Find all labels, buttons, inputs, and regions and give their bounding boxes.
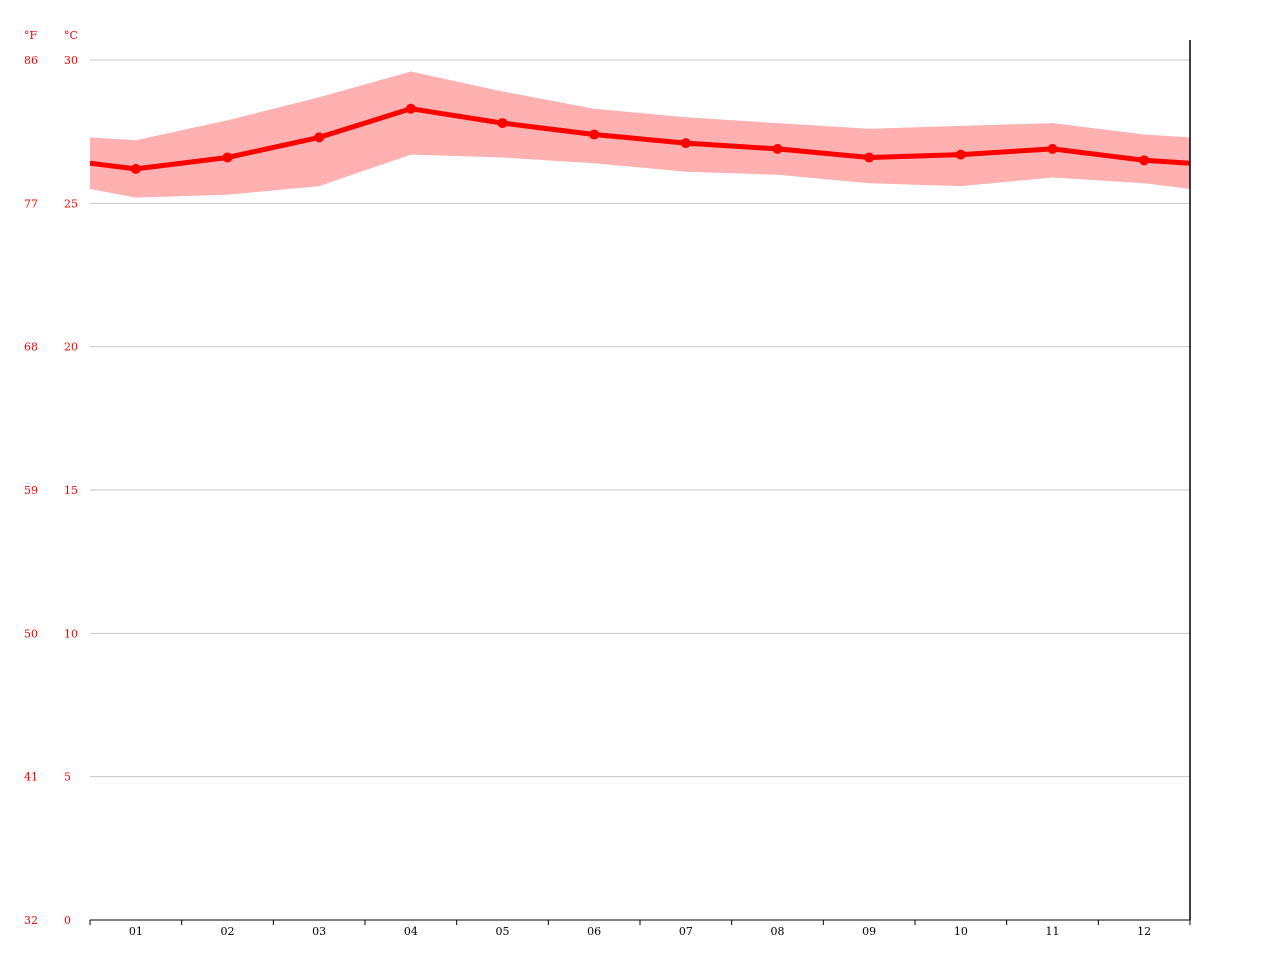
data-point	[864, 152, 875, 163]
axes	[89, 40, 1191, 925]
tick-labels: °F °C 0 32 5 41 10 50 15 59 20 68 25 77 30 86 01 02 03 04…	[24, 29, 1151, 938]
x-tick-label: 04	[404, 925, 418, 938]
y-tick-label-fahrenheit: 50	[24, 627, 38, 640]
data-point	[772, 143, 783, 154]
x-tick-label: 08	[771, 925, 785, 938]
temperature-series	[89, 103, 1191, 174]
data-point	[955, 149, 966, 160]
celsius-unit-label: °C	[64, 29, 78, 42]
x-tick-label: 01	[129, 925, 143, 938]
x-tick-label: 06	[587, 925, 601, 938]
y-tick-label-celsius: 25	[64, 197, 78, 210]
data-point	[405, 103, 416, 114]
y-tick-label-celsius: 5	[64, 771, 71, 784]
data-point	[680, 138, 691, 149]
y-tick-label-fahrenheit: 77	[24, 197, 38, 210]
temperature-range-band	[90, 71, 1190, 198]
x-tick-label: 07	[679, 925, 693, 938]
x-tick-label: 05	[496, 925, 510, 938]
x-tick-label: 12	[1137, 925, 1151, 938]
x-tick-label: 09	[862, 925, 876, 938]
y-tick-label-celsius: 20	[64, 341, 78, 354]
y-tick-label-fahrenheit: 32	[24, 914, 38, 927]
y-tick-label-celsius: 15	[64, 484, 78, 497]
x-tick-label: 02	[221, 925, 235, 938]
y-tick-label-fahrenheit: 41	[24, 771, 38, 784]
data-point	[1047, 143, 1058, 154]
y-tick-label-celsius: 0	[64, 914, 71, 927]
x-tick-label: 03	[312, 925, 326, 938]
data-point	[314, 132, 325, 143]
data-point	[130, 163, 141, 174]
gridlines	[90, 59, 1190, 778]
y-tick-label-celsius: 30	[64, 54, 78, 67]
x-tick-label: 10	[954, 925, 968, 938]
range-band	[90, 71, 1190, 198]
data-point	[222, 152, 233, 163]
data-point	[497, 118, 508, 129]
y-tick-label-celsius: 10	[64, 627, 78, 640]
y-tick-label-fahrenheit: 86	[24, 54, 38, 67]
series-line	[89, 106, 1191, 172]
x-tick-label: 11	[1046, 925, 1060, 938]
data-point	[1139, 155, 1150, 166]
data-point	[589, 129, 600, 140]
y-tick-label-fahrenheit: 68	[24, 341, 38, 354]
fahrenheit-unit-label: °F	[24, 29, 38, 42]
y-tick-label-fahrenheit: 59	[24, 484, 38, 497]
